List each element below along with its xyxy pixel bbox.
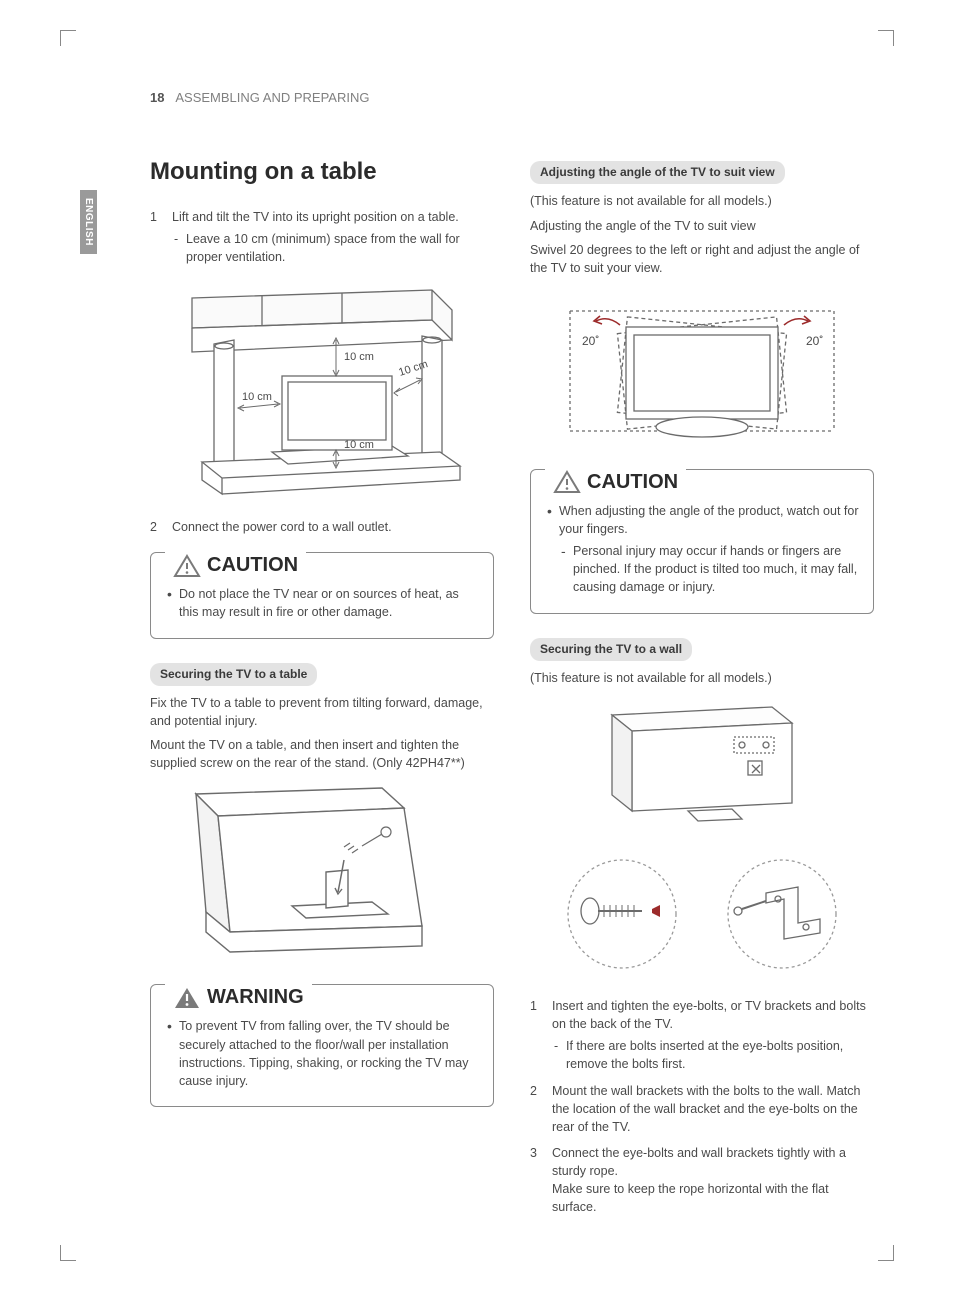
label-top: 10 cm <box>344 351 374 363</box>
right-column: Adjusting the angle of the TV to suit vi… <box>530 155 874 1224</box>
body-text: Mount the TV on a table, and then insert… <box>150 736 494 772</box>
step-sub: If there are bolts inserted at the eye-b… <box>552 1037 874 1073</box>
step-text: Mount the wall brackets with the bolts t… <box>552 1084 860 1134</box>
figure-table-clearance: 10 cm 10 cm 10 cm 10 cm <box>172 280 472 500</box>
label-left: 10 cm <box>242 391 272 403</box>
caution-item: When adjusting the angle of the product,… <box>545 502 859 597</box>
body-text: Adjusting the angle of the TV to suit vi… <box>530 217 874 235</box>
figure-eyebolt-detail <box>542 849 862 979</box>
subsection-pill: Adjusting the angle of the TV to suit vi… <box>530 161 785 184</box>
step-number: 2 <box>150 518 172 536</box>
step-text: Lift and tilt the TV into its upright po… <box>172 210 459 224</box>
language-tab: ENGLISH <box>80 190 97 254</box>
warning-title: WARNING <box>207 983 304 1012</box>
caution-icon <box>173 554 201 578</box>
figure-swivel: 20˚ 20˚ <box>552 291 852 451</box>
label-bottom: 10 cm <box>344 439 374 451</box>
figure-wall-brackets <box>592 701 812 831</box>
caution-box: CAUTION When adjusting the angle of the … <box>530 469 874 614</box>
step-number: 3 <box>530 1144 552 1217</box>
step-number: 1 <box>150 208 172 266</box>
warning-box: WARNING To prevent TV from falling over,… <box>150 984 494 1107</box>
warning-item: To prevent TV from falling over, the TV … <box>165 1017 479 1090</box>
section-title: ASSEMBLING AND PREPARING <box>175 90 369 105</box>
step-number: 1 <box>530 997 552 1074</box>
caution-item: Do not place the TV near or on sources o… <box>165 585 479 621</box>
angle-left: 20˚ <box>582 334 599 348</box>
caution-box: CAUTION Do not place the TV near or on s… <box>150 552 494 638</box>
step-text: Insert and tighten the eye-bolts, or TV … <box>552 999 866 1031</box>
step-text: Connect the eye-bolts and wall brackets … <box>552 1146 846 1214</box>
caution-title: CAUTION <box>587 468 678 497</box>
step-number: 2 <box>530 1082 552 1136</box>
wall-steps: 1 Insert and tighten the eye-bolts, or T… <box>530 997 874 1216</box>
subsection-pill: Securing the TV to a wall <box>530 638 692 661</box>
body-text: Swivel 20 degrees to the left or right a… <box>530 241 874 277</box>
step-sub: Leave a 10 cm (minimum) space from the w… <box>172 230 494 266</box>
body-text: (This feature is not available for all m… <box>530 192 874 210</box>
step-text: Connect the power cord to a wall outlet. <box>172 520 392 534</box>
caution-text: When adjusting the angle of the product,… <box>559 504 859 536</box>
left-column: Mounting on a table 1 Lift and tilt the … <box>150 155 494 1224</box>
body-text: (This feature is not available for all m… <box>530 669 874 687</box>
caution-title: CAUTION <box>207 551 298 580</box>
page-title: Mounting on a table <box>150 155 494 190</box>
caution-icon <box>553 470 581 494</box>
angle-right: 20˚ <box>806 334 823 348</box>
page-number: 18 <box>150 90 164 105</box>
figure-table-screw <box>172 786 472 966</box>
body-text: Fix the TV to a table to prevent from ti… <box>150 694 494 730</box>
page-header: 18 ASSEMBLING AND PREPARING <box>150 90 874 105</box>
caution-sub: Personal injury may occur if hands or fi… <box>559 542 859 596</box>
subsection-pill: Securing the TV to a table <box>150 663 317 686</box>
warning-icon <box>173 986 201 1010</box>
mounting-steps: 1 Lift and tilt the TV into its upright … <box>150 208 494 266</box>
